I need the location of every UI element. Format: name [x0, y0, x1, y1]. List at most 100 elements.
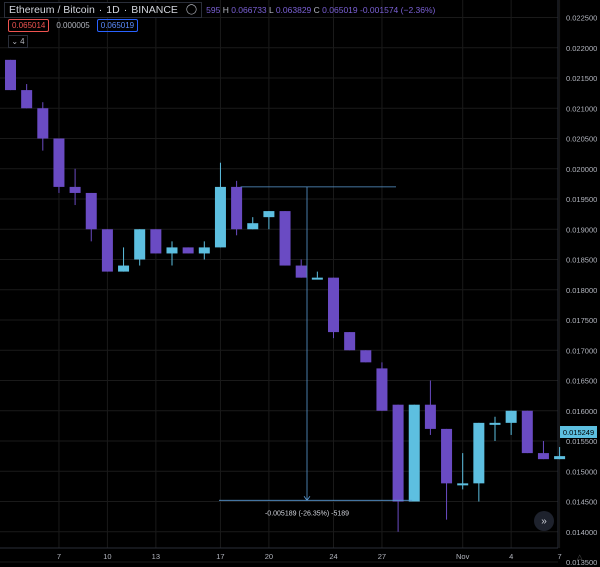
candle-down[interactable] — [37, 102, 49, 151]
candle-body — [360, 350, 372, 363]
candle-down[interactable] — [101, 229, 113, 272]
candle-body — [247, 223, 259, 230]
candle-up[interactable] — [554, 447, 566, 460]
candle-down[interactable] — [376, 362, 388, 411]
candle-down[interactable] — [392, 404, 404, 532]
candle-body — [150, 229, 162, 254]
time-tick-label: 13 — [152, 552, 160, 561]
candle-up[interactable] — [473, 422, 485, 502]
candle-up[interactable] — [118, 247, 130, 272]
candle-up[interactable] — [408, 404, 420, 502]
candle-body — [344, 332, 356, 351]
price-tick-label: 0.013500 — [566, 558, 597, 567]
measure-tool: -0.005189 (-26.35%) -5189 — [219, 186, 413, 517]
price-tick-label: 0.022500 — [566, 14, 597, 23]
candle-down[interactable] — [85, 192, 97, 242]
indicator-count: 4 — [20, 37, 25, 46]
candle-down[interactable] — [5, 59, 16, 91]
candle-up[interactable] — [505, 410, 517, 435]
candle-body — [457, 483, 469, 486]
candle-body — [85, 192, 97, 230]
candle-body — [166, 247, 178, 254]
candle-up[interactable] — [166, 241, 178, 266]
candle-body — [424, 404, 436, 429]
symbol-name[interactable]: Ethereum / Bitcoin — [9, 3, 95, 16]
trade-panel: 0.065014 0.000005 0.065019 — [8, 19, 139, 32]
candle-body — [505, 410, 517, 423]
measure-label: -0.005189 (-26.35%) -5189 — [265, 510, 349, 517]
sell-price-button[interactable]: 0.065014 — [8, 19, 50, 32]
symbol-box[interactable]: Ethereum / Bitcoin · 1D · BINANCE ◯ — [4, 1, 203, 18]
time-tick-label: 24 — [329, 552, 337, 561]
candle-body — [69, 186, 81, 193]
scroll-to-realtime-icon[interactable]: » — [534, 511, 554, 531]
candle-body — [311, 277, 323, 280]
candle-body — [182, 247, 194, 254]
measure-arrow-icon — [303, 496, 311, 501]
candle-down[interactable] — [344, 332, 356, 351]
candle-body — [392, 404, 404, 502]
candle-body — [537, 453, 549, 460]
candle-down[interactable] — [53, 138, 65, 193]
candle-body — [231, 186, 243, 230]
candle-body — [295, 265, 307, 278]
dot-separator: · — [123, 3, 128, 16]
candle-down[interactable] — [231, 180, 243, 236]
candle-body — [37, 108, 49, 139]
dot-separator: · — [98, 3, 103, 16]
chevron-down-icon: ⌄ — [11, 37, 19, 46]
candle-down[interactable] — [295, 259, 307, 278]
candle-up[interactable] — [198, 241, 210, 260]
candle-body — [376, 368, 388, 411]
buy-price-button[interactable]: 0.065019 — [96, 19, 139, 32]
price-axis: 0.022500 0.022000 0.021500 0.021000 0.020500… — [566, 14, 597, 567]
time-tick-label: Nov — [456, 552, 470, 561]
candle-down[interactable] — [182, 247, 194, 254]
time-tick-label: 4 — [509, 552, 513, 561]
candle-down[interactable] — [424, 380, 436, 435]
candle-up[interactable] — [134, 229, 146, 266]
symbol-header: Ethereum / Bitcoin · 1D · BINANCE ◯ 595 … — [4, 1, 436, 18]
tradingview-logo-icon: △ — [577, 554, 583, 561]
price-tick-label: 0.021000 — [566, 104, 597, 113]
candle-up[interactable] — [247, 217, 259, 230]
candle-down[interactable] — [360, 350, 372, 363]
candle-up[interactable] — [489, 416, 501, 441]
price-tick-label: 0.018500 — [566, 256, 597, 265]
candle-body — [263, 211, 275, 218]
candle-down[interactable] — [441, 428, 453, 520]
price-tick-label: 0.020500 — [566, 135, 597, 144]
candle-down[interactable] — [521, 410, 533, 454]
time-tick-label: 10 — [103, 552, 111, 561]
interval[interactable]: 1D — [106, 3, 120, 16]
price-tick-label: 0.015000 — [566, 467, 597, 476]
price-tick-label: 0.019500 — [566, 195, 597, 204]
candle-body — [101, 229, 113, 272]
candle-down[interactable] — [328, 277, 339, 339]
candle-body — [53, 138, 65, 187]
candle-down[interactable] — [21, 84, 33, 109]
candle-down[interactable] — [69, 168, 81, 206]
candle-body — [408, 404, 420, 502]
eye-icon[interactable]: ◯ — [185, 4, 198, 15]
price-tick-label: 0.014000 — [566, 528, 597, 537]
candle-body — [473, 422, 485, 484]
time-tick-label: 20 — [265, 552, 273, 561]
price-tick-label: 0.015500 — [566, 437, 597, 446]
candle-up[interactable] — [263, 211, 275, 230]
candle-down[interactable] — [537, 441, 549, 460]
candle-body — [5, 59, 16, 91]
candle-body — [328, 277, 339, 333]
time-tick-label: 17 — [216, 552, 224, 561]
time-axis: 7 10 13 17 20 24 27 Nov 4 7 — [57, 552, 562, 561]
candle-body — [489, 422, 501, 425]
candle-up[interactable] — [311, 271, 323, 280]
price-tick-label: 0.021500 — [566, 74, 597, 83]
candle-up[interactable] — [457, 453, 469, 490]
candle-down[interactable] — [279, 211, 291, 266]
candle-down[interactable] — [150, 229, 162, 254]
ohlc-values: 595 H 0.066733 L 0.063829 C 0.065019 -0.… — [206, 4, 436, 15]
candle-up[interactable] — [214, 162, 226, 248]
indicators-toggle[interactable]: ⌄ 4 — [8, 35, 28, 48]
